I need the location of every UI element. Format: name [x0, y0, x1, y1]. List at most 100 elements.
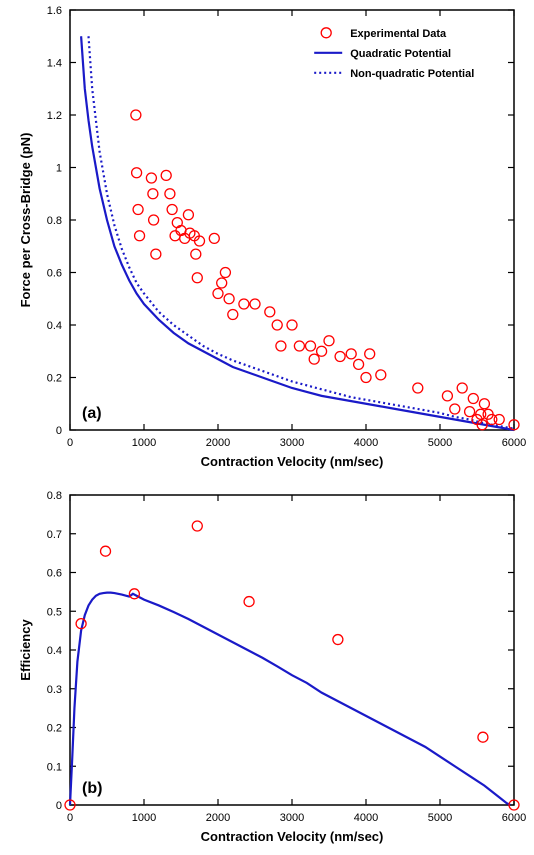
data-point: [217, 278, 227, 288]
data-point: [265, 307, 275, 317]
y-tick-label: 0.2: [47, 723, 62, 735]
x-tick-label: 0: [67, 437, 73, 449]
y-axis-label: Efficiency: [18, 619, 33, 681]
data-point: [465, 407, 475, 417]
data-point: [494, 415, 504, 425]
data-point: [133, 205, 143, 215]
data-point: [324, 336, 334, 346]
x-axis-label: Contraction Velocity (nm/sec): [201, 829, 384, 844]
data-point: [183, 210, 193, 220]
data-point: [149, 215, 159, 225]
data-point: [101, 546, 111, 556]
data-point: [213, 289, 223, 299]
data-point: [161, 170, 171, 180]
y-tick-label: 0: [56, 425, 62, 437]
x-tick-label: 5000: [428, 812, 452, 824]
y-tick-label: 0.5: [47, 606, 62, 618]
data-point: [361, 373, 371, 383]
data-point: [151, 249, 161, 259]
y-axis-label: Force per Cross-Bridge (pN): [18, 133, 33, 308]
data-point: [131, 110, 141, 120]
x-tick-label: 3000: [280, 812, 304, 824]
y-tick-label: 0.2: [47, 373, 62, 385]
x-tick-label: 4000: [354, 812, 378, 824]
data-point: [148, 189, 158, 199]
x-tick-label: 5000: [428, 437, 452, 449]
data-point: [287, 320, 297, 330]
data-point: [224, 294, 234, 304]
legend-label: Experimental Data: [350, 28, 447, 40]
data-point: [146, 173, 156, 183]
y-tick-label: 1: [56, 163, 62, 175]
y-tick-label: 0.4: [47, 645, 62, 657]
x-tick-label: 1000: [132, 812, 156, 824]
data-point: [191, 249, 201, 259]
data-point: [135, 231, 145, 241]
legend-label: Quadratic Potential: [350, 48, 451, 60]
y-tick-label: 0.1: [47, 761, 62, 773]
y-tick-label: 0.4: [47, 320, 62, 332]
panel-letter: (b): [82, 780, 102, 797]
data-point: [346, 349, 356, 359]
chart-svg: 0 1000 2000 3000 4000 5000 6000 0 0.2 0.4 0.6 0.8 1 1…: [15, 0, 534, 480]
y-tick-label: 0.8: [47, 490, 62, 502]
legend-marker-icon: [321, 28, 331, 38]
y-tick-label: 0.6: [47, 568, 62, 580]
y-tick-label: 1.2: [47, 110, 62, 122]
data-point: [442, 391, 452, 401]
y-tick-label: 0: [56, 800, 62, 812]
data-point: [276, 341, 286, 351]
data-point: [294, 341, 304, 351]
y-tick-label: 0.6: [47, 268, 62, 280]
x-tick-label: 3000: [280, 437, 304, 449]
data-point: [192, 521, 202, 531]
series-solid-line: [81, 36, 514, 430]
data-point: [479, 399, 489, 409]
panel-a: 0 1000 2000 3000 4000 5000 6000 0 0.2 0.4 0.6 0.8 1 1…: [15, 0, 534, 480]
x-tick-label: 6000: [502, 437, 526, 449]
y-tick-label: 1.6: [47, 5, 62, 17]
data-point: [333, 635, 343, 645]
data-point: [478, 732, 488, 742]
data-point: [244, 597, 254, 607]
data-point: [413, 383, 423, 393]
y-tick-label: 1.4: [47, 58, 62, 70]
figure: 0 1000 2000 3000 4000 5000 6000 0 0.2 0.4 0.6 0.8 1 1…: [0, 0, 534, 853]
data-point: [209, 233, 219, 243]
series-dotted-line: [89, 36, 515, 428]
panel-b: 0 1000 2000 3000 4000 5000 6000 0 0.1 0.2 0.3 0.4 0.…: [15, 485, 534, 855]
data-point: [220, 268, 230, 278]
data-point: [306, 341, 316, 351]
panel-letter: (a): [82, 405, 102, 422]
x-tick-label: 1000: [132, 437, 156, 449]
x-axis-label: Contraction Velocity (nm/sec): [201, 454, 384, 469]
data-point: [457, 383, 467, 393]
chart-svg: 0 1000 2000 3000 4000 5000 6000 0 0.1 0.2 0.3 0.4 0.…: [15, 485, 534, 855]
data-point: [167, 205, 177, 215]
x-tick-label: 6000: [502, 812, 526, 824]
data-point: [132, 168, 142, 178]
data-point: [317, 346, 327, 356]
x-tick-label: 0: [67, 812, 73, 824]
x-tick-label: 2000: [206, 812, 230, 824]
data-point: [309, 354, 319, 364]
data-point: [354, 359, 364, 369]
data-point: [335, 352, 345, 362]
y-tick-label: 0.8: [47, 215, 62, 227]
legend-label: Non-quadratic Potential: [350, 68, 474, 80]
data-point: [165, 189, 175, 199]
x-tick-label: 4000: [354, 437, 378, 449]
data-point: [250, 299, 260, 309]
y-tick-label: 0.3: [47, 684, 62, 696]
data-point: [468, 394, 478, 404]
data-point: [365, 349, 375, 359]
plot-border: [70, 495, 514, 805]
data-point: [239, 299, 249, 309]
data-point: [376, 370, 386, 380]
data-point: [450, 404, 460, 414]
data-point: [192, 273, 202, 283]
series-solid-line: [70, 593, 510, 805]
x-tick-label: 2000: [206, 437, 230, 449]
data-point: [272, 320, 282, 330]
data-point: [228, 310, 238, 320]
